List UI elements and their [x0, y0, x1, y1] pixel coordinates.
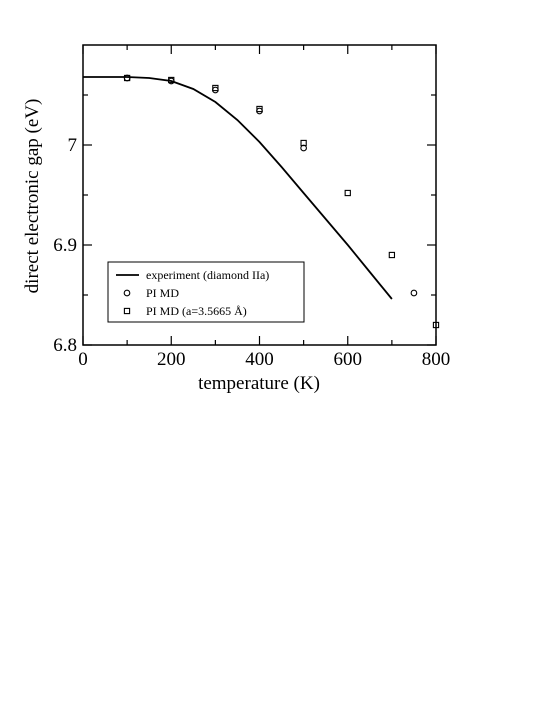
x-tick-label: 600 [334, 349, 363, 370]
pimd-circle-point [410, 289, 418, 297]
legend-label: PI MD [146, 286, 179, 300]
x-tick-label: 200 [157, 349, 186, 370]
legend-box [107, 261, 305, 323]
y-tick-label: 7 [68, 135, 78, 156]
y-axis-label: direct electronic gap (eV) [22, 99, 43, 294]
pimd-square-point [388, 251, 396, 259]
pimd-circle-point [256, 107, 263, 115]
pimd-circle-point [123, 74, 131, 82]
x-tick-label: 0 [78, 349, 88, 370]
pimd-square-point [344, 189, 351, 197]
legend-circle-swatch [123, 289, 131, 297]
pimd-circle-point [212, 86, 219, 94]
x-axis-label: temperature (K) [198, 373, 320, 394]
x-tick-label: 800 [422, 349, 451, 370]
legend: experiment (diamond IIa) PI MD PI MD (a=3.… [107, 261, 305, 323]
legend-square-swatch [123, 307, 131, 315]
pimd-square-point [168, 76, 175, 84]
pimd-square-point [123, 74, 131, 82]
pimd-square-point [432, 321, 440, 329]
pimd-square-point [212, 84, 219, 92]
experiment-curve [83, 76, 393, 300]
plot-area: 0 200 400 600 800 6.8 6.9 7 [53, 44, 451, 370]
legend-label: experiment (diamond IIa) [146, 268, 269, 282]
legend-label: PI MD (a=3.5665 Å) [146, 304, 247, 318]
pimd-square-point [300, 139, 307, 147]
pimd-square-point [256, 105, 263, 113]
y-tick-label: 6.8 [53, 335, 77, 356]
y-tick-label: 6.9 [53, 235, 77, 256]
x-tick-label: 400 [245, 349, 274, 370]
